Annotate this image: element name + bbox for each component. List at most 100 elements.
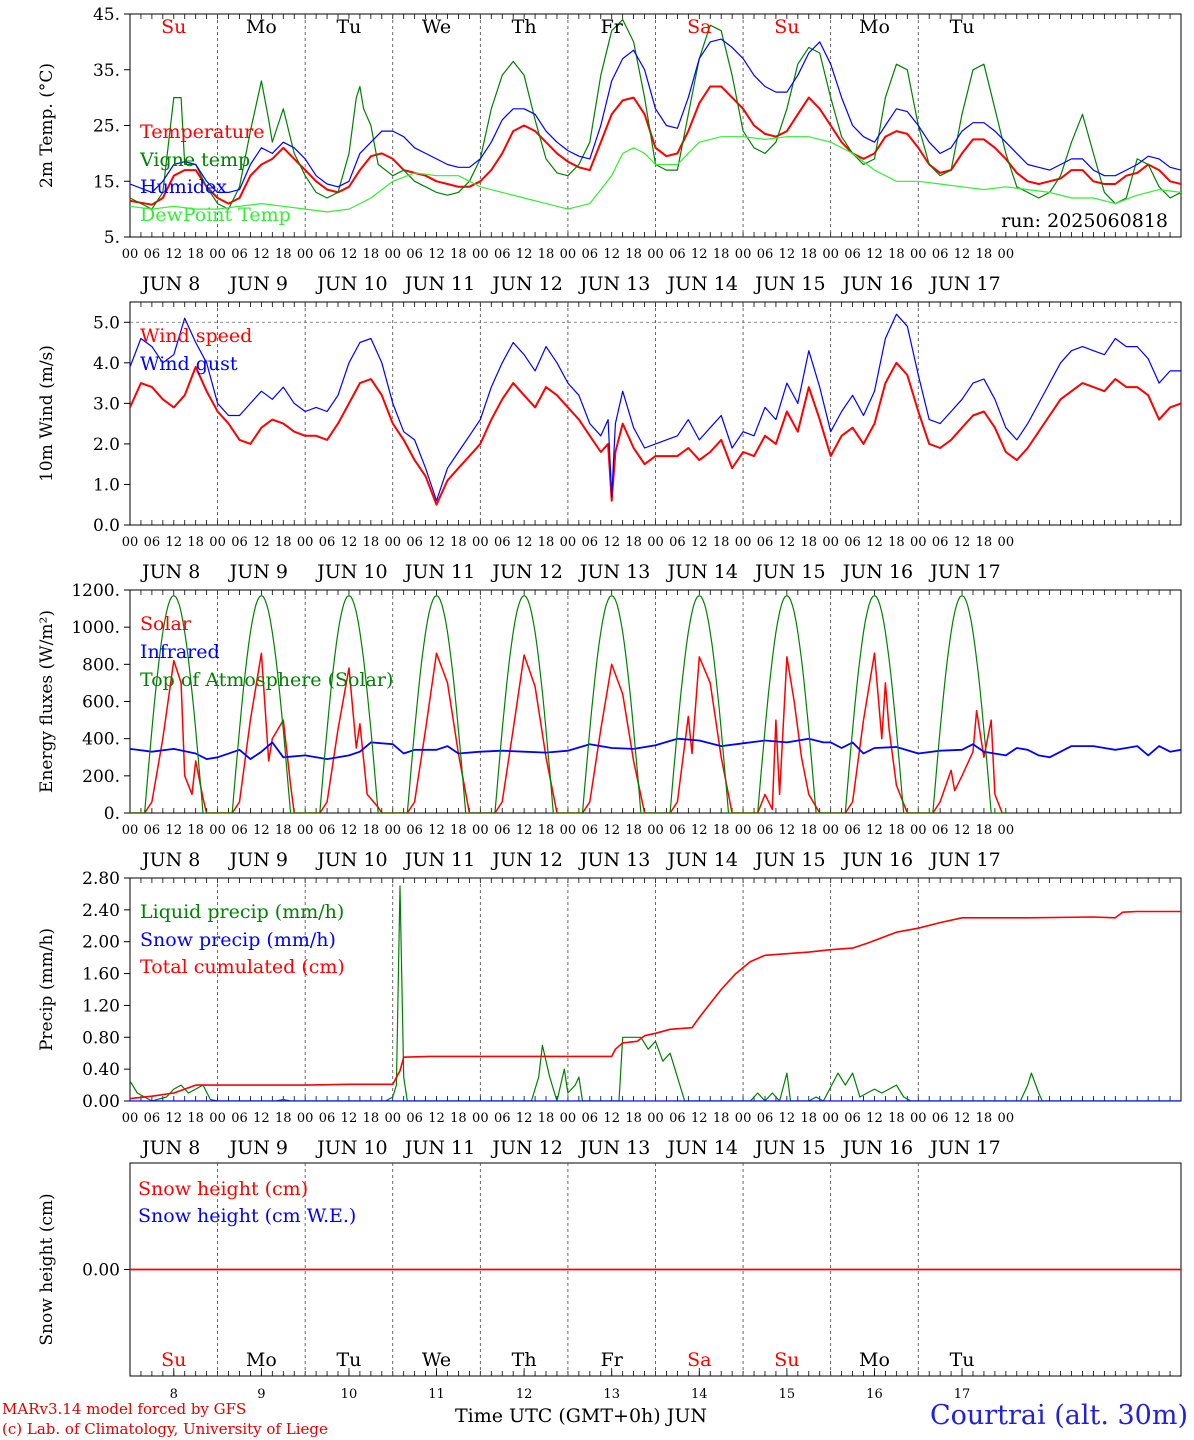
legend-temperature: Temperature bbox=[140, 121, 264, 143]
day-date-label: JUN 11 bbox=[403, 561, 475, 583]
hour-tick-label: 18 bbox=[187, 1111, 204, 1126]
hour-tick-label: 00 bbox=[297, 1111, 314, 1126]
day-date-label: JUN 11 bbox=[403, 849, 475, 871]
series-line-liquid-precip-mm-h- bbox=[130, 885, 1181, 1101]
hour-tick-label: 06 bbox=[582, 535, 599, 550]
hour-tick-label: 12 bbox=[341, 823, 358, 838]
hour-tick-label: 18 bbox=[275, 247, 292, 262]
hour-tick-label: 06 bbox=[494, 247, 511, 262]
hour-tick-label: 00 bbox=[998, 1111, 1015, 1126]
day-date-label: JUN 15 bbox=[753, 273, 825, 295]
day-date-label: JUN 13 bbox=[578, 273, 650, 295]
hour-tick-label: 00 bbox=[647, 247, 664, 262]
hour-tick-label: 06 bbox=[319, 247, 336, 262]
y-tick-label: 600. bbox=[82, 693, 120, 713]
hour-tick-label: 00 bbox=[560, 1111, 577, 1126]
legend-wind-speed: Wind speed bbox=[140, 325, 252, 347]
day-date-label: JUN 11 bbox=[403, 1137, 475, 1159]
hour-tick-label: 18 bbox=[363, 535, 380, 550]
hour-tick-label: 12 bbox=[691, 1111, 708, 1126]
hour-tick-label: 00 bbox=[560, 823, 577, 838]
y-tick-label: 0.40 bbox=[82, 1060, 120, 1080]
precip-y-axis-label: Precip (mm/h) bbox=[37, 928, 57, 1051]
hour-tick-label: 12 bbox=[779, 535, 796, 550]
hour-tick-label: 00 bbox=[822, 823, 839, 838]
hour-tick-label: 00 bbox=[122, 535, 139, 550]
date-label-bottom: 16 bbox=[866, 1387, 883, 1402]
day-date-label: JUN 9 bbox=[228, 273, 288, 295]
hour-tick-label: 18 bbox=[363, 247, 380, 262]
snow-y-axis-label: Snow height (cm) bbox=[37, 1193, 57, 1345]
weekday-label-top: We bbox=[422, 16, 451, 38]
weekday-label-bottom: Sa bbox=[687, 1349, 711, 1371]
date-label-bottom: 14 bbox=[691, 1387, 708, 1402]
wind-panel: 0.0 1.0 2.0 3.0 4.0 5.0 10m Wind (m/s) Wind spe… bbox=[37, 301, 1182, 583]
hour-tick-label: 12 bbox=[603, 535, 620, 550]
hour-tick-label: 12 bbox=[253, 535, 270, 550]
hour-tick-label: 18 bbox=[625, 1111, 642, 1126]
hour-tick-label: 00 bbox=[560, 535, 577, 550]
hour-tick-label: 18 bbox=[800, 823, 817, 838]
y-tick-label: 2.40 bbox=[82, 901, 120, 921]
wind-y-axis-label: 10m Wind (m/s) bbox=[37, 345, 57, 482]
series-line-vigne-temp bbox=[130, 19, 1181, 210]
hour-tick-label: 06 bbox=[319, 1111, 336, 1126]
hour-tick-label: 12 bbox=[691, 535, 708, 550]
temp-series-group bbox=[130, 19, 1181, 213]
hour-tick-label: 00 bbox=[209, 1111, 226, 1126]
legend-snow-height-cm-w-e-: Snow height (cm W.E.) bbox=[138, 1205, 356, 1227]
hour-tick-label: 00 bbox=[822, 1111, 839, 1126]
weekday-label-bottom: Tu bbox=[950, 1349, 975, 1371]
hour-tick-label: 06 bbox=[406, 535, 423, 550]
hour-tick-label: 00 bbox=[122, 1111, 139, 1126]
weekday-label-bottom: Su bbox=[774, 1349, 799, 1371]
hour-tick-label: 00 bbox=[297, 535, 314, 550]
weekday-label-top: Tu bbox=[950, 16, 975, 38]
hour-tick-label: 06 bbox=[494, 535, 511, 550]
hour-tick-label: 06 bbox=[932, 823, 949, 838]
hour-tick-label: 06 bbox=[231, 823, 248, 838]
day-date-label: JUN 10 bbox=[315, 1137, 387, 1159]
hour-tick-label: 06 bbox=[844, 247, 861, 262]
hour-tick-label: 00 bbox=[647, 1111, 664, 1126]
run-label: run: 2025060818 bbox=[1001, 210, 1168, 232]
hour-tick-label: 18 bbox=[275, 1111, 292, 1126]
hour-tick-label: 18 bbox=[187, 823, 204, 838]
hour-tick-label: 18 bbox=[713, 1111, 730, 1126]
hour-tick-label: 06 bbox=[406, 247, 423, 262]
temp-panel: 5. 15. 25. 35. 45. 2m Temp. (°C) Temperature Vi… bbox=[37, 5, 1182, 295]
hour-tick-label: 00 bbox=[735, 823, 752, 838]
energy-y-axis-label: Energy fluxes (W/m²) bbox=[37, 610, 57, 793]
day-date-label: JUN 12 bbox=[490, 273, 562, 295]
legend-vigne-temp: Vigne temp bbox=[139, 149, 250, 171]
day-date-label: JUN 13 bbox=[578, 1137, 650, 1159]
day-date-label: JUN 10 bbox=[315, 849, 387, 871]
hour-tick-label: 18 bbox=[976, 535, 993, 550]
hour-tick-label: 00 bbox=[122, 823, 139, 838]
series-line-infrared bbox=[130, 737, 1181, 760]
day-date-label: JUN 16 bbox=[841, 1137, 913, 1159]
day-date-label: JUN 15 bbox=[753, 561, 825, 583]
y-tick-label: 5.0 bbox=[93, 313, 120, 333]
day-date-label: JUN 9 bbox=[228, 849, 288, 871]
hour-tick-label: 12 bbox=[866, 535, 883, 550]
hour-tick-label: 00 bbox=[735, 535, 752, 550]
hour-tick-label: 00 bbox=[647, 823, 664, 838]
day-date-label: JUN 9 bbox=[228, 561, 288, 583]
hour-tick-label: 06 bbox=[844, 1111, 861, 1126]
day-date-label: JUN 11 bbox=[403, 273, 475, 295]
series-line-total-cumulated-cm- bbox=[130, 910, 1181, 1100]
hour-tick-label: 18 bbox=[800, 247, 817, 262]
hour-tick-label: 06 bbox=[231, 535, 248, 550]
hour-tick-label: 00 bbox=[384, 1111, 401, 1126]
hour-tick-label: 18 bbox=[363, 823, 380, 838]
weekday-label-bottom: Th bbox=[512, 1349, 537, 1371]
date-label-bottom: 11 bbox=[428, 1387, 445, 1402]
y-tick-label: 3.0 bbox=[93, 394, 120, 414]
hour-tick-label: 06 bbox=[231, 1111, 248, 1126]
hour-tick-label: 18 bbox=[625, 247, 642, 262]
energy-series-group bbox=[130, 595, 1181, 813]
hour-tick-label: 12 bbox=[954, 247, 971, 262]
hour-tick-label: 12 bbox=[516, 535, 533, 550]
hour-tick-label: 00 bbox=[209, 823, 226, 838]
